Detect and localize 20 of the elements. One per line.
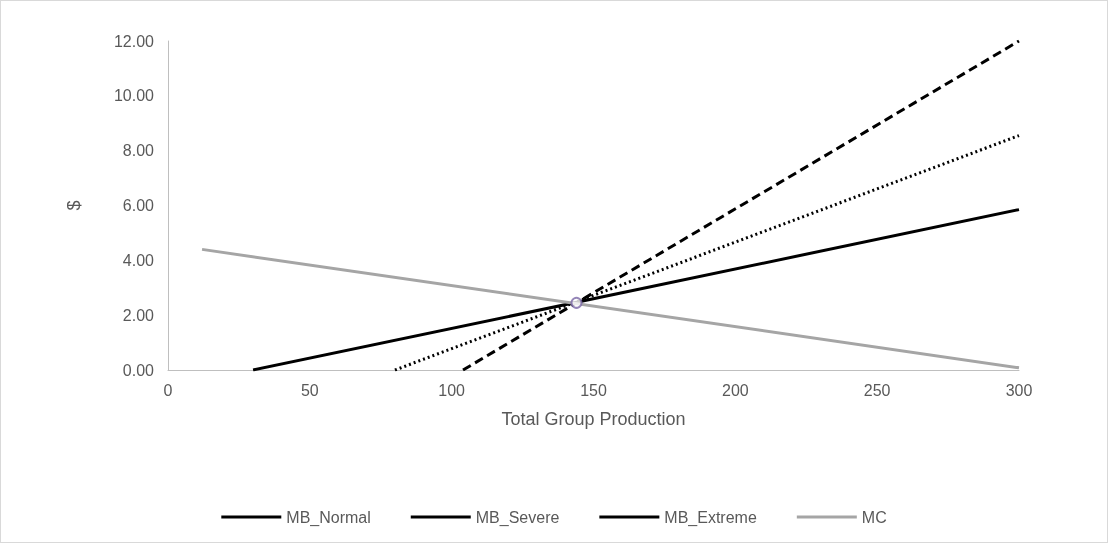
x-tick-label: 150 xyxy=(580,381,607,399)
y-axis-title: $ xyxy=(64,200,84,211)
x-axis-title: Total Group Production xyxy=(501,409,686,429)
y-tick-label: 12.00 xyxy=(113,32,155,50)
y-tick-label: 10.00 xyxy=(113,87,155,105)
x-tick-label: 300 xyxy=(1005,381,1033,399)
x-tick-label: 100 xyxy=(438,381,466,399)
legend-label: MB_Severe xyxy=(475,508,560,527)
x-tick-label: 0 xyxy=(163,381,173,399)
y-tick-label: 8.00 xyxy=(122,142,155,160)
x-tick-label: 50 xyxy=(300,381,319,399)
y-tick-label: 4.00 xyxy=(122,251,155,269)
legend-label: MB_Extreme xyxy=(664,508,757,527)
y-tick-label: 6.00 xyxy=(122,197,155,214)
x-tick-label: 250 xyxy=(863,381,891,399)
legend-label: MB_Normal xyxy=(286,508,371,527)
x-tick-label: 200 xyxy=(721,381,749,399)
legend-label: MC xyxy=(861,508,887,526)
y-tick-label: 0.00 xyxy=(122,361,155,379)
y-tick-label: 2.00 xyxy=(122,306,155,324)
